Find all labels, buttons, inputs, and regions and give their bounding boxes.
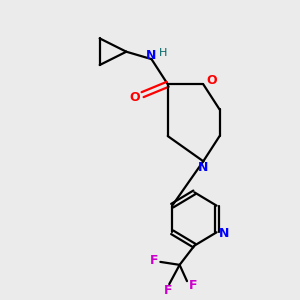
Text: N: N	[219, 227, 229, 240]
Text: N: N	[146, 49, 157, 62]
Text: F: F	[189, 279, 198, 292]
Text: H: H	[158, 48, 167, 58]
Text: F: F	[164, 284, 172, 297]
Text: O: O	[206, 74, 217, 87]
Text: N: N	[198, 161, 208, 174]
Text: F: F	[150, 254, 158, 267]
Text: O: O	[129, 91, 140, 103]
